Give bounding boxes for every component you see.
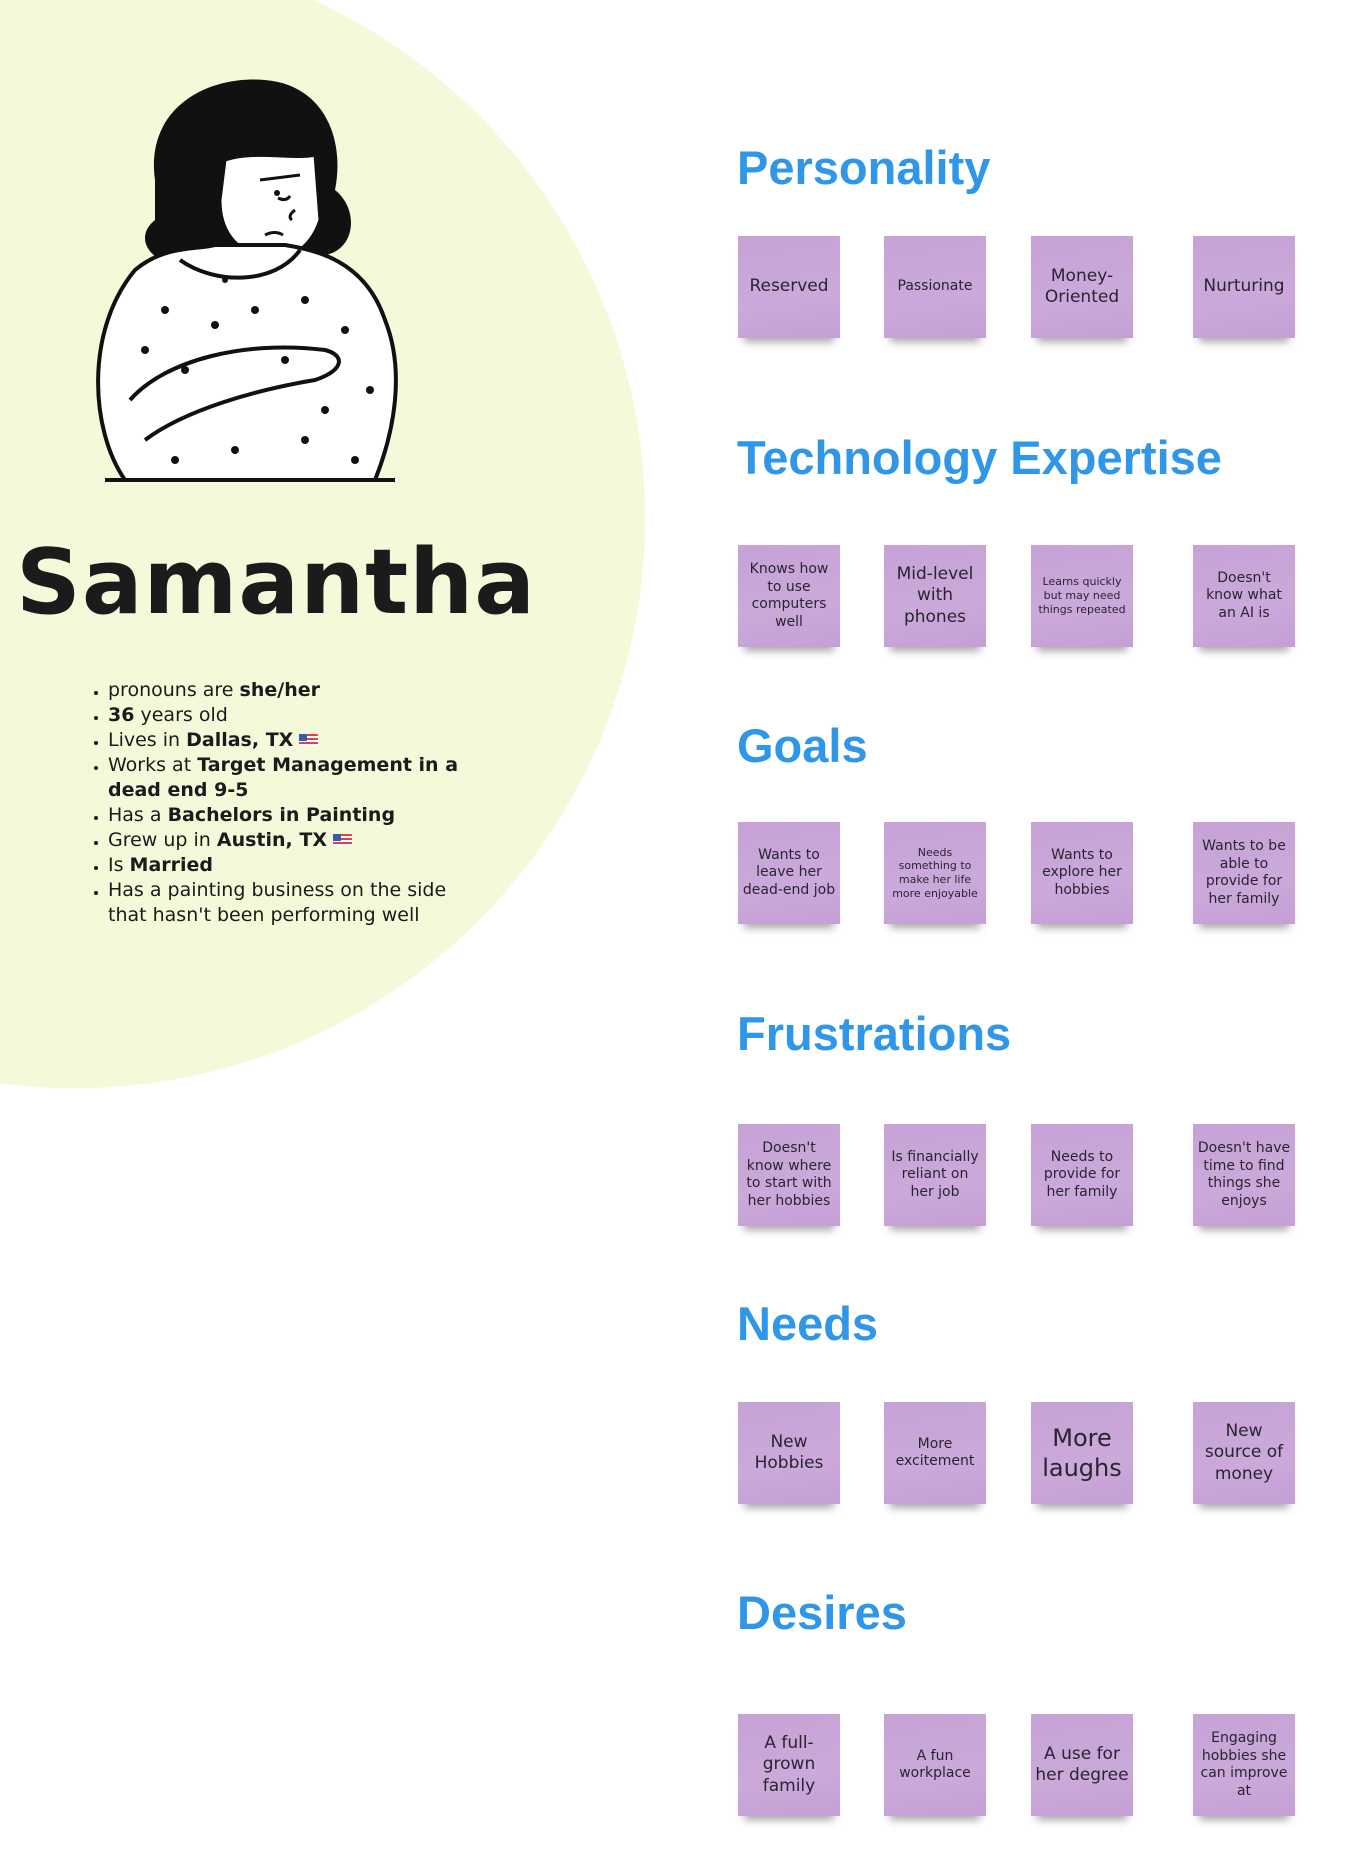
fact-text: Grew up in xyxy=(108,829,217,851)
fact-item: Grew up in Austin, TX xyxy=(108,828,488,853)
sticky-note: Knows how to use computers well xyxy=(738,545,840,647)
section-heading: Technology Expertise xyxy=(737,431,1222,484)
fact-emphasis: Bachelors in Painting xyxy=(167,804,396,826)
sticky-note: A use for her degree xyxy=(1031,1714,1133,1816)
fact-text: Lives in xyxy=(108,729,187,751)
sticky-note: Mid-level with phones xyxy=(884,545,986,647)
sticky-note: More excitement xyxy=(884,1402,986,1504)
section-heading: Personality xyxy=(737,141,991,194)
fact-text: Is xyxy=(108,854,130,876)
sticky-note: New Hobbies xyxy=(738,1402,840,1504)
sticky-note: Engaging hobbies she can improve at xyxy=(1193,1714,1295,1816)
fact-item: Lives in Dallas, TX xyxy=(108,728,488,753)
fact-text: Has a painting business on the side that… xyxy=(108,879,447,926)
fact-emphasis: Married xyxy=(129,854,214,876)
fact-item: Works at Target Management in a dead end… xyxy=(108,753,488,803)
sticky-note: Wants to explore her hobbies xyxy=(1031,822,1133,924)
sticky-note: Wants to leave her dead-end job xyxy=(738,822,840,924)
sticky-note: Doesn't know where to start with her hob… xyxy=(738,1124,840,1226)
sticky-note: Wants to be able to provide for her fami… xyxy=(1193,822,1295,924)
sticky-note: Is financially reliant on her job xyxy=(884,1124,986,1226)
sticky-note: More laughs xyxy=(1031,1402,1133,1504)
sticky-note: New source of money xyxy=(1193,1402,1295,1504)
fact-emphasis: Target Management in a dead end 9-5 xyxy=(108,754,459,801)
sticky-note: Doesn't have time to find things she enj… xyxy=(1193,1124,1295,1226)
sticky-note: Needs to provide for her family xyxy=(1031,1124,1133,1226)
us-flag-icon xyxy=(299,734,319,746)
fact-item: Has a Bachelors in Painting xyxy=(108,803,488,828)
section-heading: Needs xyxy=(737,1297,879,1350)
fact-emphasis: Austin, TX xyxy=(216,829,327,851)
sticky-note: Money-Oriented xyxy=(1031,236,1133,338)
sticky-note: Needs something to make her life more en… xyxy=(884,822,986,924)
section-heading: Goals xyxy=(737,719,868,772)
fact-item: 36 years old xyxy=(108,703,488,728)
persona-name: Samantha xyxy=(16,530,536,635)
fact-emphasis: she/her xyxy=(239,679,320,701)
sticky-note: Passionate xyxy=(884,236,986,338)
section-heading: Frustrations xyxy=(737,1007,1012,1060)
fact-text: pronouns are xyxy=(108,679,240,701)
fact-text: years old xyxy=(134,704,228,726)
fact-item: Has a painting business on the side that… xyxy=(108,878,488,928)
us-flag-icon xyxy=(333,834,352,846)
fact-item: Is Married xyxy=(108,853,488,878)
persona-illustration xyxy=(96,79,398,482)
fact-emphasis: Dallas, TX xyxy=(186,729,294,751)
persona-facts-list: pronouns are she/her 36 years old Lives … xyxy=(86,678,488,928)
sticky-note: A fun workplace xyxy=(884,1714,986,1816)
sticky-note: A full-grown family xyxy=(738,1714,840,1816)
fact-emphasis: 36 xyxy=(108,704,135,726)
fact-item: pronouns are she/her xyxy=(108,678,488,703)
fact-text: Works at xyxy=(108,754,198,776)
sticky-note: Doesn't know what an AI is xyxy=(1193,545,1295,647)
sticky-note: Learns quickly but may need things repea… xyxy=(1031,545,1133,647)
sticky-note: Nurturing xyxy=(1193,236,1295,338)
section-heading: Desires xyxy=(737,1586,907,1639)
sticky-note: Reserved xyxy=(738,236,840,338)
fact-text: Has a xyxy=(108,804,168,826)
